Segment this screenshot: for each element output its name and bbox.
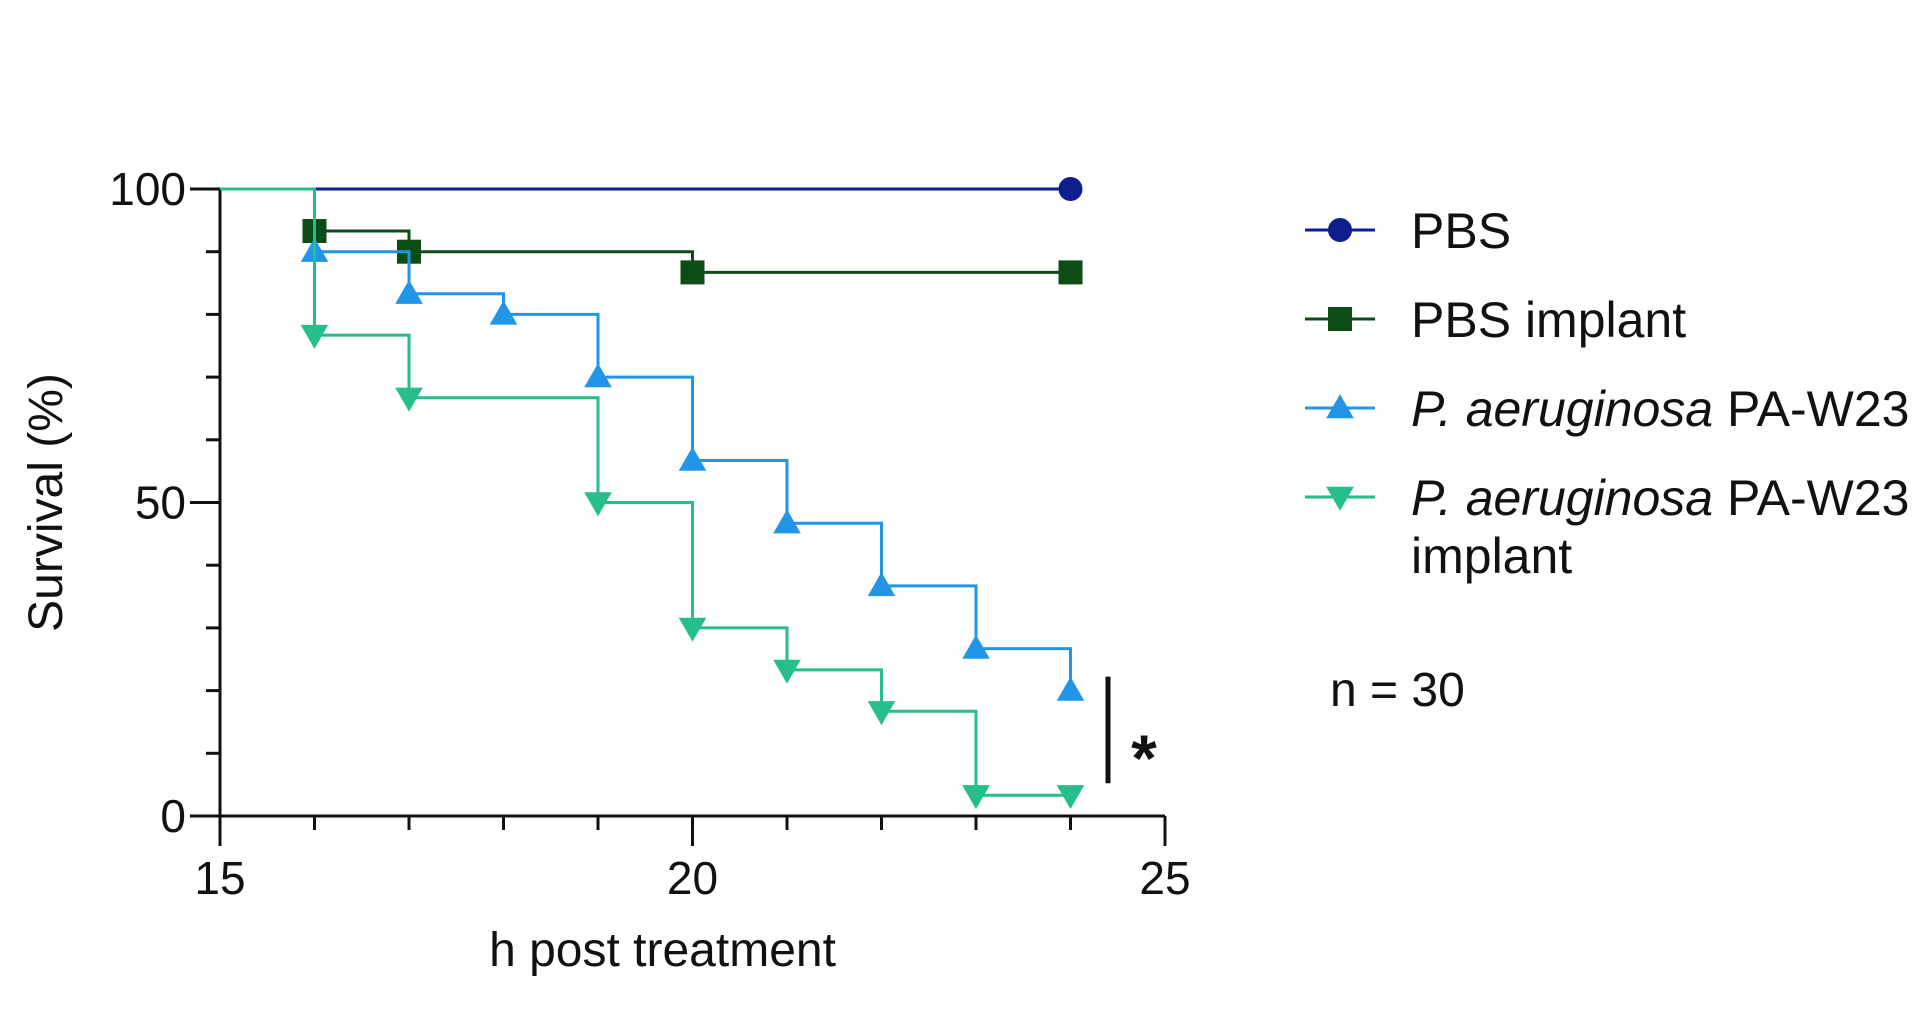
data-point [962, 634, 990, 659]
survival-curves [220, 177, 1085, 810]
data-point [1058, 177, 1083, 201]
y-tick-label: 0 [160, 790, 186, 842]
y-tick-label: 100 [109, 163, 186, 215]
series-1 [220, 177, 1083, 201]
data-point [680, 260, 705, 285]
data-point [300, 324, 329, 349]
series-2 [220, 187, 1083, 285]
data-point [867, 701, 896, 726]
significance-annotation: * [1105, 676, 1157, 795]
series-3 [220, 187, 1085, 701]
legend-label-italic: P. aeruginosa [1411, 470, 1713, 526]
series-line [220, 187, 1072, 691]
legend-marker [1328, 218, 1352, 242]
data-point [773, 509, 801, 534]
data-point [962, 785, 990, 810]
data-point [678, 617, 707, 642]
sample-size-label: n = 30 [1330, 664, 1465, 717]
data-point [867, 572, 896, 597]
data-point [678, 446, 707, 471]
legend-label: P. aeruginosa PA-W23 [1411, 470, 1909, 526]
legend-label-italic: P. aeruginosa [1411, 381, 1713, 437]
significance-star: * [1131, 721, 1157, 795]
legend-label-text: PBS [1411, 203, 1511, 259]
legend-label: P. aeruginosa PA-W23 [1411, 381, 1909, 437]
legend-marker [1326, 486, 1354, 511]
legend-item-3: P. aeruginosa PA-W23 [1305, 381, 1909, 437]
data-point [395, 279, 423, 304]
data-point [1058, 260, 1083, 285]
legend-label-text: PBS implant [1411, 292, 1686, 348]
series-line [220, 187, 1071, 797]
data-point [489, 300, 518, 325]
data-point [773, 659, 801, 684]
legend-label-text: PA-W23 [1713, 381, 1909, 437]
x-axis-ticks: 15 20 25 [194, 816, 1191, 904]
y-axis-ticks: 0 50 100 [109, 163, 220, 842]
data-point [395, 387, 423, 412]
legend-marker [1328, 307, 1352, 331]
y-axis-title: Survival (%) [20, 373, 73, 632]
series-4 [220, 187, 1085, 810]
legend-item-2: PBS implant [1305, 292, 1686, 348]
plot-axes: 0 50 100 15 20 25 [109, 163, 1190, 904]
series-line [220, 187, 1071, 274]
legend-label: PBS [1411, 203, 1511, 259]
x-tick-label: 20 [667, 852, 718, 904]
legend-label-line2: implant [1411, 528, 1572, 584]
legend-item-1: PBS [1305, 203, 1511, 259]
data-point [1056, 676, 1085, 701]
y-tick-label: 50 [135, 477, 186, 529]
legend-marker [1326, 394, 1354, 419]
x-tick-label: 15 [194, 852, 245, 904]
data-point [584, 363, 612, 388]
x-tick-label: 25 [1139, 852, 1190, 904]
legend-label: PBS implant [1411, 292, 1686, 348]
data-point [584, 492, 612, 517]
x-axis-title: h post treatment [489, 924, 836, 977]
legend-label-text: PA-W23 [1713, 470, 1909, 526]
data-point [1056, 785, 1085, 810]
